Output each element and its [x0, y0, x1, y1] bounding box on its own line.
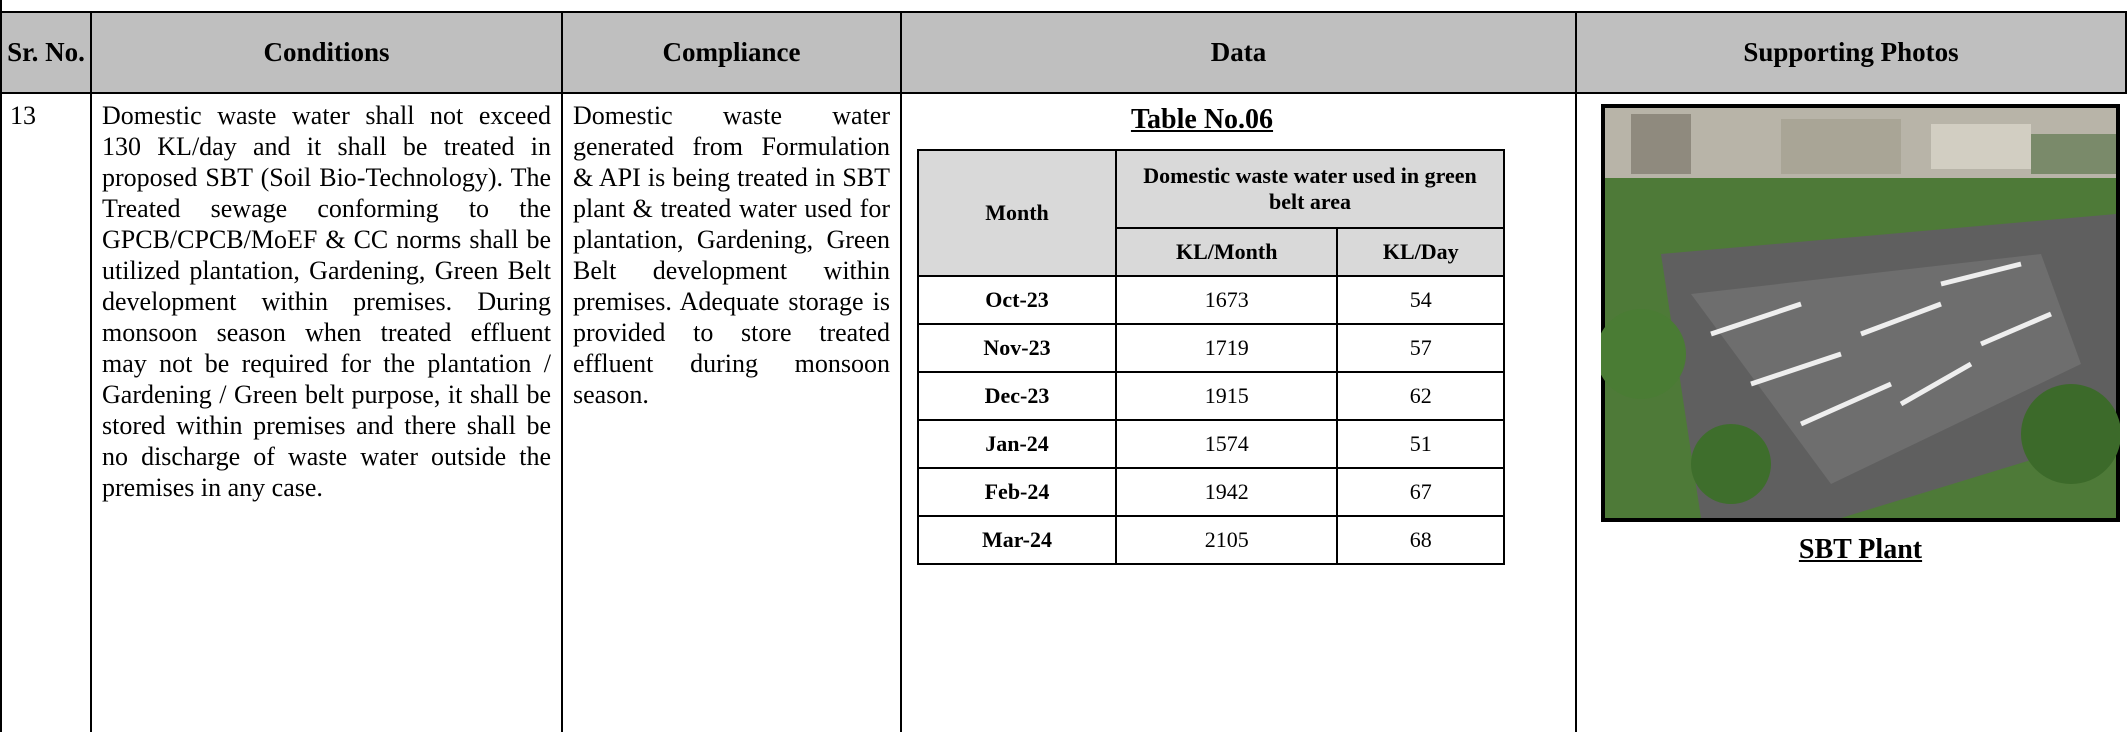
header-cell: Data — [902, 13, 1577, 92]
header-cell: Conditions — [92, 13, 563, 92]
month-cell: Nov-23 — [918, 324, 1116, 372]
value-cell: 1673 — [1116, 276, 1337, 324]
value-cell: 62 — [1337, 372, 1504, 420]
month-cell: Jan-24 — [918, 420, 1116, 468]
header-cell: Compliance — [563, 13, 902, 92]
value-cell: 68 — [1337, 516, 1504, 564]
value-cell: 67 — [1337, 468, 1504, 516]
compliance-text: Domestic waste water generated from Form… — [563, 94, 902, 732]
month-cell: Feb-24 — [918, 468, 1116, 516]
page: Sr. No. Conditions Compliance Data Suppo… — [0, 0, 2127, 732]
photo-cell: SBT Plant — [1577, 94, 2127, 732]
data-table: Month Domestic waste water used in green… — [917, 149, 1505, 565]
value-cell: 51 — [1337, 420, 1504, 468]
header-cell: Supporting Photos — [1577, 13, 2127, 92]
column-header: KL/Day — [1337, 228, 1504, 276]
column-header: Month — [918, 150, 1116, 276]
value-cell: 57 — [1337, 324, 1504, 372]
conditions-text: Domestic waste water shall not exceed 13… — [92, 94, 563, 732]
month-cell: Oct-23 — [918, 276, 1116, 324]
value-cell: 1719 — [1116, 324, 1337, 372]
photo-caption: SBT Plant — [1601, 534, 2120, 566]
month-cell: Dec-23 — [918, 372, 1116, 420]
photo — [1601, 104, 2120, 522]
column-header: Domestic waste water used in green belt … — [1116, 150, 1504, 228]
value-cell: 1915 — [1116, 372, 1337, 420]
header-cell: Sr. No. — [0, 13, 92, 92]
value-cell: 54 — [1337, 276, 1504, 324]
value-cell: 2105 — [1116, 516, 1337, 564]
value-cell: 1574 — [1116, 420, 1337, 468]
month-cell: Mar-24 — [918, 516, 1116, 564]
table-title: Table No.06 — [902, 104, 1502, 135]
sr-no: 13 — [0, 94, 92, 732]
column-header: KL/Month — [1116, 228, 1337, 276]
value-cell: 1942 — [1116, 468, 1337, 516]
